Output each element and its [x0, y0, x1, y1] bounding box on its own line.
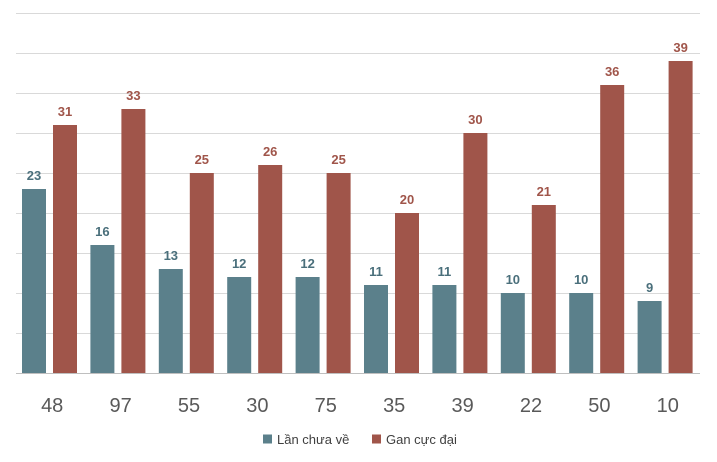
category-label-50: 50: [588, 395, 610, 417]
value-label-10-series-1: 9: [646, 280, 653, 295]
category-label-10: 10: [657, 395, 679, 417]
legend: Lần chưa về Gan cực đại: [263, 432, 457, 447]
value-labels: 23 31 16 33 13 25 12 26 12 25 11 20 11 30 10 21 10 36 9 39: [27, 40, 688, 295]
category-label-39: 39: [451, 395, 473, 417]
value-label-97-series-2: 33: [126, 88, 140, 103]
category-label-35: 35: [383, 395, 405, 417]
bar-30-series-1: [227, 277, 252, 373]
bar-50-series-1: [569, 293, 594, 373]
bar-48-series-2: [53, 125, 77, 373]
value-label-22-series-1: 10: [506, 272, 520, 287]
bar-50-series-2: [600, 85, 625, 373]
category-label-97: 97: [109, 395, 131, 417]
category-labels: 48 97 55 30 75 35 39 22 50 10: [41, 395, 679, 417]
value-label-97-series-1: 16: [95, 224, 109, 239]
bar-22-series-2: [531, 205, 556, 373]
value-label-39-series-1: 11: [438, 264, 452, 279]
bar-55-series-2: [189, 173, 214, 373]
value-label-75-series-2: 25: [331, 152, 345, 167]
value-label-50-series-2: 36: [605, 64, 619, 79]
value-label-50-series-1: 10: [574, 272, 588, 287]
value-label-30-series-2: 26: [263, 144, 277, 159]
gridlines: [16, 13, 700, 334]
bar-39-series-2: [463, 133, 488, 373]
category-label-48: 48: [41, 395, 63, 417]
value-label-55-series-2: 25: [195, 152, 209, 167]
bar-39-series-1: [432, 285, 457, 373]
category-label-30: 30: [246, 395, 268, 417]
value-label-30-series-1: 12: [232, 256, 246, 271]
bars: [22, 61, 693, 373]
category-label-22: 22: [520, 395, 542, 417]
bar-10-series-1: [637, 301, 662, 373]
bar-10-series-2: [668, 61, 693, 373]
bar-75-series-2: [326, 173, 351, 373]
bar-97-series-1: [90, 245, 115, 373]
bar-35-series-2: [395, 213, 419, 373]
legend-label-series-2: Gan cực đại: [386, 432, 457, 447]
value-label-22-series-2: 21: [537, 184, 551, 199]
bar-22-series-1: [500, 293, 525, 373]
bar-48-series-1: [22, 189, 46, 373]
bar-75-series-1: [295, 277, 320, 373]
legend-swatch-series-1: [263, 434, 272, 444]
legend-swatch-series-2: [372, 434, 381, 444]
value-label-10-series-2: 39: [673, 40, 687, 55]
legend-label-series-1: Lần chưa về: [277, 432, 349, 447]
value-label-35-series-1: 11: [369, 264, 383, 279]
bar-97-series-2: [121, 109, 146, 373]
value-label-48-series-2: 31: [58, 104, 72, 119]
category-label-55: 55: [178, 395, 200, 417]
bar-35-series-1: [364, 285, 388, 373]
value-label-35-series-2: 20: [400, 192, 414, 207]
bar-55-series-1: [158, 269, 183, 373]
value-label-39-series-2: 30: [468, 112, 482, 127]
category-label-75: 75: [315, 395, 337, 417]
value-label-75-series-1: 12: [300, 256, 314, 271]
value-label-48-series-1: 23: [27, 168, 41, 183]
value-label-55-series-1: 13: [164, 248, 178, 263]
bar-30-series-2: [258, 165, 283, 373]
